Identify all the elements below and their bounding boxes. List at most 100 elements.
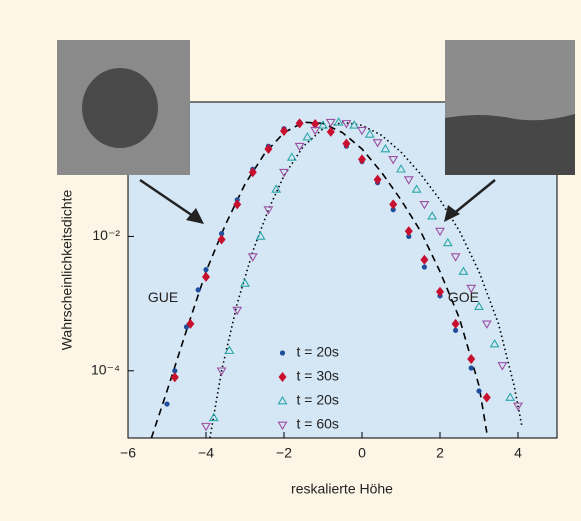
y-tick-label: 10⁻⁴ <box>91 362 120 378</box>
data-point <box>373 174 382 185</box>
data-point <box>310 126 321 136</box>
y-axis-label: Wahrscheinlichkeitsdichte <box>59 190 75 351</box>
data-point <box>404 226 413 237</box>
data-point <box>294 142 305 152</box>
legend-marker <box>278 372 287 382</box>
data-point <box>240 278 250 287</box>
arrow-head <box>186 208 204 224</box>
data-point <box>186 318 195 329</box>
annotation: GOE <box>448 289 479 305</box>
interface <box>445 114 575 175</box>
data-point <box>403 176 414 185</box>
data-point <box>248 167 257 178</box>
x-tick-label: −2 <box>276 445 292 461</box>
data-point <box>295 118 304 129</box>
data-point <box>482 392 491 403</box>
data-point <box>411 184 422 193</box>
arrow <box>451 179 496 216</box>
x-tick-label: 2 <box>436 445 444 461</box>
data-point <box>202 271 210 282</box>
data-point <box>467 353 476 364</box>
data-point <box>302 132 313 141</box>
data-point <box>286 152 297 161</box>
legend-label: t = 20s <box>297 392 339 408</box>
data-point <box>216 367 227 376</box>
data-point <box>247 253 258 262</box>
data-point <box>497 362 508 371</box>
data-point <box>427 211 438 220</box>
data-point <box>164 401 170 407</box>
data-point <box>372 139 383 148</box>
data-point <box>349 120 360 129</box>
legend-label: t = 60s <box>297 416 339 432</box>
legend-label: t = 30s <box>297 368 339 384</box>
data-point <box>419 200 430 210</box>
data-point <box>255 231 266 240</box>
data-point <box>468 365 474 371</box>
data-point <box>224 345 235 354</box>
data-point <box>219 231 225 237</box>
data-point <box>451 318 460 329</box>
data-point <box>380 143 391 153</box>
data-point <box>390 207 396 213</box>
data-point <box>420 254 429 265</box>
data-point <box>341 120 352 129</box>
data-point <box>357 126 367 136</box>
data-point <box>513 402 523 412</box>
data-point <box>170 372 179 383</box>
data-point <box>474 301 484 311</box>
data-point <box>406 233 412 239</box>
data-point <box>263 206 274 215</box>
legend-marker <box>277 395 288 405</box>
x-tick-label: 0 <box>358 445 366 461</box>
data-point <box>232 306 243 316</box>
data-point <box>311 119 320 130</box>
data-point <box>325 118 336 128</box>
data-point <box>396 164 406 173</box>
data-point <box>217 234 226 245</box>
x-tick-label: −4 <box>198 445 214 461</box>
data-point <box>271 184 282 193</box>
data-point <box>458 266 469 275</box>
data-point <box>364 129 375 138</box>
data-point <box>389 199 398 210</box>
y-tick-label: 10⁻² <box>92 227 120 243</box>
droplet <box>82 68 158 148</box>
data-point <box>421 264 427 270</box>
data-point <box>481 320 492 329</box>
legend-marker <box>277 421 288 431</box>
arrow-head <box>444 205 460 222</box>
data-point <box>466 284 477 294</box>
data-point <box>450 253 461 262</box>
data-point <box>318 120 328 129</box>
data-point <box>453 327 459 333</box>
data-point <box>280 126 288 137</box>
x-axis-label: reskalierte Höhe <box>291 481 393 497</box>
data-point <box>435 227 445 237</box>
data-point <box>203 267 209 273</box>
data-point <box>388 156 399 165</box>
arrow <box>139 178 197 220</box>
data-point <box>442 237 453 247</box>
data-point <box>505 392 516 401</box>
inset-right <box>445 40 575 175</box>
annotation: GUE <box>148 289 178 305</box>
x-tick-label: −6 <box>120 445 136 461</box>
data-point <box>172 368 178 374</box>
reference-curve <box>150 121 488 439</box>
data-point <box>208 412 219 422</box>
data-point <box>436 286 444 297</box>
legend-marker <box>279 350 286 356</box>
data-point <box>333 117 344 126</box>
data-point <box>183 324 190 330</box>
data-point <box>326 126 335 137</box>
data-point <box>342 138 351 149</box>
data-point <box>201 422 211 432</box>
inset-left <box>57 40 190 175</box>
data-point <box>195 287 201 293</box>
data-point <box>233 199 242 210</box>
data-point <box>279 168 289 178</box>
